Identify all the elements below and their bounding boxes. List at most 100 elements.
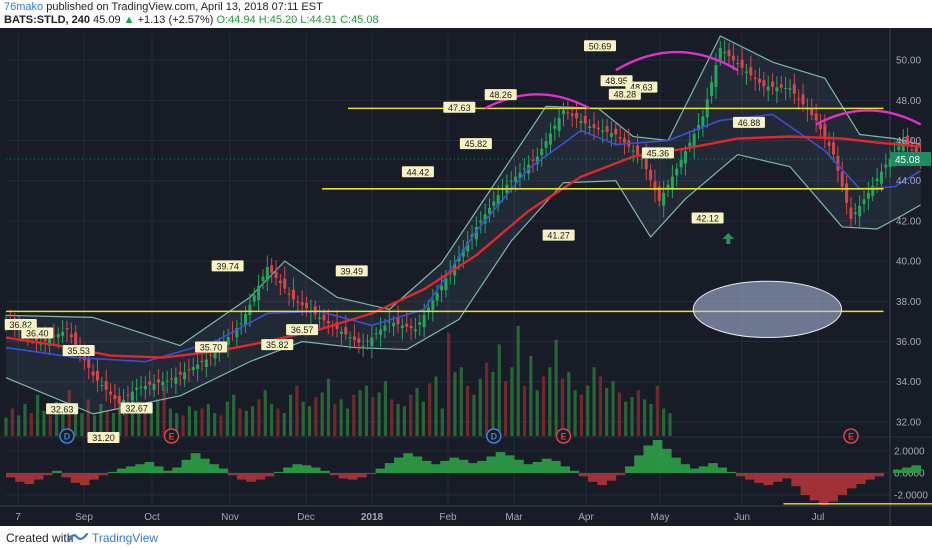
volume-bar [409, 394, 413, 436]
swing-label-box [46, 403, 79, 415]
x-tick-label: Nov [221, 512, 239, 523]
osc-bar [671, 457, 681, 473]
volume-bar [80, 413, 84, 436]
candle-body [344, 327, 348, 335]
candle-body [662, 192, 666, 206]
candle-body [357, 338, 361, 343]
volume-bar [541, 376, 546, 436]
candle-body [87, 359, 91, 368]
candle-body [444, 278, 448, 291]
candle-body [392, 322, 396, 327]
swing-label-box [120, 402, 153, 414]
volume-bar [326, 378, 331, 436]
swing-label: 32.67 [120, 402, 153, 414]
swing-label: 36.82 [4, 319, 37, 331]
candle-body [191, 367, 195, 371]
candle-body [43, 338, 47, 342]
swing-label-box [21, 327, 54, 339]
swing-label-box [195, 341, 228, 353]
candle-body [779, 84, 783, 88]
volume-bar [10, 408, 14, 436]
osc-bar [708, 463, 718, 473]
candle-body [757, 78, 761, 83]
candle-body [618, 137, 622, 139]
osc-bar [264, 473, 275, 477]
swing-label-text: 46.88 [738, 118, 761, 128]
created-with-label: Created with [6, 531, 74, 545]
candle-body [248, 304, 252, 316]
volume-bar [655, 385, 659, 436]
candle-body [548, 133, 552, 145]
osc-bar [98, 473, 109, 476]
osc-bar [486, 456, 497, 473]
candle-body [701, 116, 705, 127]
candle-body [749, 67, 753, 76]
candle-body [261, 276, 265, 281]
swing-label: 32.63 [46, 403, 79, 415]
volume-bar [295, 385, 299, 436]
candle-body [196, 364, 200, 370]
candle-body [797, 98, 801, 100]
price-value: 45.09 [93, 14, 121, 26]
candle-body [514, 176, 518, 182]
candle-body [614, 128, 618, 135]
candle-body [291, 289, 295, 300]
osc-bar [865, 473, 875, 480]
candle-body [483, 214, 487, 224]
volume-bar [484, 362, 489, 436]
candle-body [152, 383, 156, 390]
candle-body [361, 345, 365, 347]
volume-bar [36, 394, 40, 436]
candle-body [48, 338, 52, 346]
chart-area[interactable]: 36.82 36.40 35.53 32.63 31.20 32.67 35.70 39.74… [0, 28, 932, 526]
osc-bar [846, 473, 857, 489]
osc-bar [116, 468, 127, 473]
osc-bar [661, 448, 672, 473]
y-tick-label: 42.00 [896, 216, 921, 227]
volume-bar [668, 413, 672, 436]
candle-body [605, 126, 609, 132]
volume-bar [105, 410, 109, 436]
candle-body [531, 159, 535, 161]
volume-bar [99, 403, 103, 436]
candle-body [174, 377, 178, 384]
candle-body [518, 172, 522, 179]
swing-label: 35.70 [195, 341, 228, 353]
candle-body [204, 359, 208, 368]
candle-body [283, 278, 287, 289]
close-value: C:45.08 [340, 14, 379, 26]
swing-label: 44.42 [401, 166, 434, 178]
x-tick-label: Sep [75, 512, 93, 523]
osc-bar [163, 470, 173, 473]
tradingview-brand-link[interactable]: TradingView [92, 531, 159, 545]
candle-body [91, 371, 95, 376]
y-tick-label: 40.00 [896, 257, 921, 268]
up-arrow-icon: ▲ [123, 14, 135, 26]
swing-label: 42.12 [691, 212, 724, 224]
candle-body [836, 156, 840, 171]
tradingview-logo-icon[interactable] [68, 530, 88, 544]
candle-body [710, 82, 714, 97]
candle-body [679, 159, 683, 168]
osc-bar [874, 473, 885, 477]
candle-body [435, 293, 439, 301]
author-link[interactable]: 76mako [4, 1, 44, 13]
candle-body [426, 307, 430, 311]
volume-bar [453, 371, 457, 436]
osc-bar [430, 464, 441, 473]
volume-bar [592, 367, 596, 436]
osc-bar [255, 473, 266, 480]
volume-bar [301, 401, 305, 436]
candle-body [888, 158, 892, 167]
volume-bar [42, 410, 46, 436]
candle-body [875, 178, 879, 182]
swing-label: 35.82 [261, 339, 294, 351]
osc-bar [495, 452, 506, 473]
swing-label-text: 32.67 [125, 403, 148, 413]
candle-body [161, 381, 165, 386]
volume-bar [535, 390, 539, 436]
candle-body [792, 84, 796, 94]
osc-bar [70, 473, 81, 483]
osc-bar [828, 473, 838, 502]
